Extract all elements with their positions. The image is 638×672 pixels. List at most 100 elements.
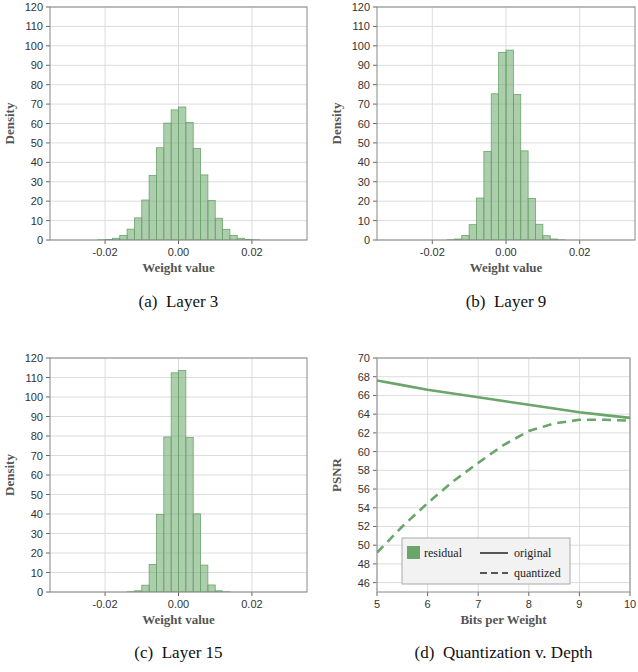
data-layer	[377, 380, 630, 552]
tick-label: 40	[31, 156, 43, 168]
tick-label: 20	[31, 195, 43, 207]
tick-mark	[373, 358, 377, 359]
tick-mark	[377, 592, 378, 596]
axis-label: Bits per Weight	[460, 612, 547, 627]
tick-mark	[46, 45, 50, 46]
tick-label: 0	[37, 586, 43, 598]
tick-mark	[373, 65, 377, 66]
tick-mark	[373, 545, 377, 546]
tick-label: 70	[358, 98, 370, 110]
tick-label: 5	[374, 598, 380, 610]
tick-mark	[46, 181, 50, 182]
tick-mark	[432, 240, 433, 244]
grid-line	[579, 358, 580, 592]
grid-line	[377, 470, 630, 471]
tick-label: 60	[31, 469, 43, 481]
data-layer	[127, 370, 230, 592]
tick-label: 90	[31, 411, 43, 423]
tick-mark	[46, 553, 50, 554]
histogram-bar	[208, 585, 215, 592]
tick-label: 90	[358, 59, 370, 71]
caption: (a) Layer 3	[139, 292, 219, 311]
tick-label: 0	[37, 234, 43, 246]
histogram-bar	[142, 200, 149, 240]
tick-mark	[105, 240, 106, 244]
histogram-bar	[513, 94, 520, 240]
tick-mark	[46, 7, 50, 8]
tick-mark	[46, 65, 50, 66]
legend: residualoriginalquantized	[402, 538, 570, 584]
tick-mark	[373, 507, 377, 508]
tick-label: 30	[358, 176, 370, 188]
tick-label: 56	[358, 483, 370, 495]
grid-line	[377, 376, 630, 377]
tick-mark	[373, 489, 377, 490]
tick-mark	[373, 201, 377, 202]
plot-frame	[377, 7, 635, 240]
tick-mark	[579, 592, 580, 596]
tick-label: 70	[358, 352, 370, 364]
grid-line	[251, 7, 252, 240]
tick-mark	[630, 592, 631, 596]
histogram-bar	[149, 565, 156, 592]
line-series	[377, 380, 630, 417]
tick-label: 60	[358, 118, 370, 130]
tick-label: 10	[31, 215, 43, 227]
grid-line	[105, 358, 106, 592]
tick-mark	[373, 142, 377, 143]
histogram-bar	[469, 225, 476, 240]
tick-mark	[46, 592, 50, 593]
tick-mark	[373, 84, 377, 85]
histogram-bar	[499, 52, 506, 240]
legend-line	[480, 552, 508, 554]
tick-mark	[373, 451, 377, 452]
histogram-bar	[164, 123, 171, 240]
tick-label: -0.02	[420, 246, 445, 258]
axis-label: Density	[329, 102, 344, 144]
tick-mark	[251, 240, 252, 244]
tick-mark	[46, 162, 50, 163]
tick-mark	[373, 7, 377, 8]
histogram-bar	[462, 236, 469, 240]
tick-label: 50	[358, 137, 370, 149]
histogram-bar	[186, 122, 193, 240]
tick-label: 62	[358, 427, 370, 439]
tick-label: 0.00	[495, 246, 516, 258]
histogram-bar	[134, 218, 141, 240]
tick-mark	[373, 470, 377, 471]
panel: 0102030405060708090100110120-0.020.000.0…	[329, 1, 635, 311]
tick-label: 60	[358, 446, 370, 458]
tick-mark	[46, 455, 50, 456]
tick-label: 80	[31, 79, 43, 91]
tick-label: 0.02	[241, 598, 262, 610]
axis-label: Density	[2, 454, 17, 496]
tick-label: 20	[31, 547, 43, 559]
tick-mark	[46, 436, 50, 437]
tick-label: 110	[25, 20, 43, 32]
tick-label: 110	[25, 372, 43, 384]
tick-mark	[46, 240, 50, 241]
histogram-bar	[230, 235, 237, 240]
axis-label: Density	[2, 102, 17, 144]
tick-label: 48	[358, 558, 370, 570]
tick-label: 110	[352, 20, 370, 32]
tick-label: 30	[31, 176, 43, 188]
tick-mark	[373, 414, 377, 415]
grid-line	[432, 7, 433, 240]
tick-label: 7	[475, 598, 481, 610]
tick-mark	[46, 377, 50, 378]
tick-label: 9	[576, 598, 582, 610]
tick-label: 10	[624, 598, 636, 610]
caption: (d) Quantization v. Depth	[415, 643, 593, 662]
tick-mark	[251, 592, 252, 596]
tick-mark	[373, 104, 377, 105]
data-layer	[98, 107, 260, 240]
histogram-bar	[120, 235, 127, 240]
tick-label: 0.00	[168, 598, 189, 610]
tick-mark	[46, 142, 50, 143]
tick-mark	[46, 475, 50, 476]
histogram-bar	[171, 373, 178, 592]
axis-label: Weight value	[142, 260, 215, 275]
histogram-bar	[186, 438, 193, 592]
histogram-bar	[179, 107, 186, 240]
